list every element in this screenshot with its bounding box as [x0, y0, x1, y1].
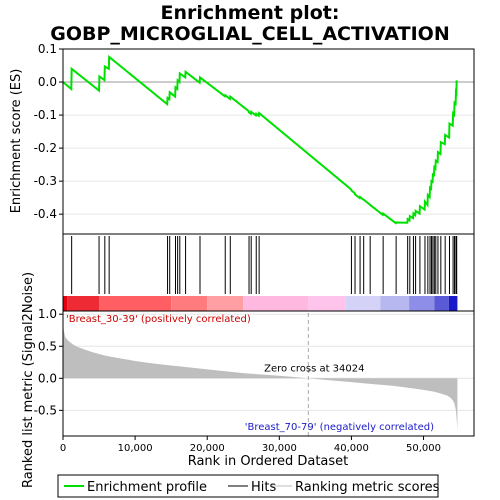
- es-axis-label: Enrichment score (ES): [9, 69, 24, 214]
- es-panel: 0.1 0.0 -0.1 -0.2 -0.3 -0.4: [34, 42, 475, 235]
- es-tick-label: -0.4: [34, 207, 57, 221]
- es-tick-label: -0.1: [34, 108, 57, 122]
- colorbar-segment: [380, 296, 410, 311]
- negative-correlation-label: 'Breast_70-79' (negatively correlated): [245, 422, 434, 433]
- x-axis-label: Rank in Ordered Dataset: [188, 454, 349, 469]
- positive-correlation-label: 'Breast_30-39' (positively correlated): [66, 314, 251, 325]
- enrichment-profile-line: [62, 54, 458, 225]
- x-axis-ticks: 0 10,000 20,000 30,000 40,000 50,000: [60, 436, 441, 454]
- es-yticks: 0.1 0.0 -0.1 -0.2 -0.3 -0.4: [34, 42, 63, 221]
- metric-tick-label: 1.0: [38, 307, 57, 321]
- colorbar-segment: [243, 296, 309, 311]
- x-tick-label: 50,000: [406, 443, 441, 454]
- es-tick-label: -0.3: [34, 174, 57, 188]
- metric-panel: Zero cross at 34024 'Breast_30-39' (posi…: [34, 307, 475, 437]
- colorbar-segment: [434, 296, 449, 311]
- colorbar-segment: [99, 296, 172, 311]
- es-grid: [63, 48, 474, 215]
- colorbar-segment: [207, 296, 244, 311]
- es-plot-area: [63, 49, 474, 234]
- x-tick-label: 0: [60, 443, 66, 454]
- colorbar-segment: [409, 296, 435, 311]
- hits-panel: [62, 233, 475, 312]
- metric-tick-label: 0.5: [38, 339, 57, 353]
- chart-title-line1: Enrichment plot:: [161, 2, 340, 24]
- zero-cross-label: Zero cross at 34024: [264, 363, 364, 374]
- hit-lines: [71, 236, 458, 294]
- metric-yticks: 1.0 0.5 0.0 -0.5: [34, 307, 63, 417]
- x-tick-label: 10,000: [118, 443, 153, 454]
- legend-label-ranking-metric: Ranking metric scores: [295, 480, 440, 495]
- colorbar-segment: [308, 296, 346, 311]
- x-tick-label: 30,000: [262, 443, 297, 454]
- colorbar-segment: [171, 296, 208, 311]
- x-tick-label: 20,000: [190, 443, 225, 454]
- colorbar-segment: [345, 296, 381, 311]
- colorbar-segment: [63, 296, 68, 311]
- x-tick-label: 40,000: [334, 443, 369, 454]
- metric-axis-label: Ranked list metric (Signal2Noise): [21, 272, 36, 488]
- metric-plot-frame: [62, 310, 475, 437]
- legend: Enrichment profile Hits Ranking metric s…: [57, 474, 440, 498]
- es-tick-label: 0.1: [38, 42, 57, 56]
- rank-colorbar: [63, 296, 458, 311]
- es-tick-label: 0.0: [38, 75, 57, 89]
- legend-label-hits: Hits: [251, 480, 276, 495]
- colorbar-segment: [448, 296, 458, 311]
- metric-tick-label: 0.0: [38, 371, 57, 385]
- legend-label-enrichment-profile: Enrichment profile: [87, 480, 207, 495]
- chart-title-line2: GOBP_MICROGLIAL_CELL_ACTIVATION: [50, 23, 449, 45]
- es-tick-label: -0.2: [34, 141, 57, 155]
- colorbar-segment: [67, 296, 100, 311]
- ranking-metric-area: [63, 318, 458, 430]
- metric-tick-label: -0.5: [34, 403, 57, 417]
